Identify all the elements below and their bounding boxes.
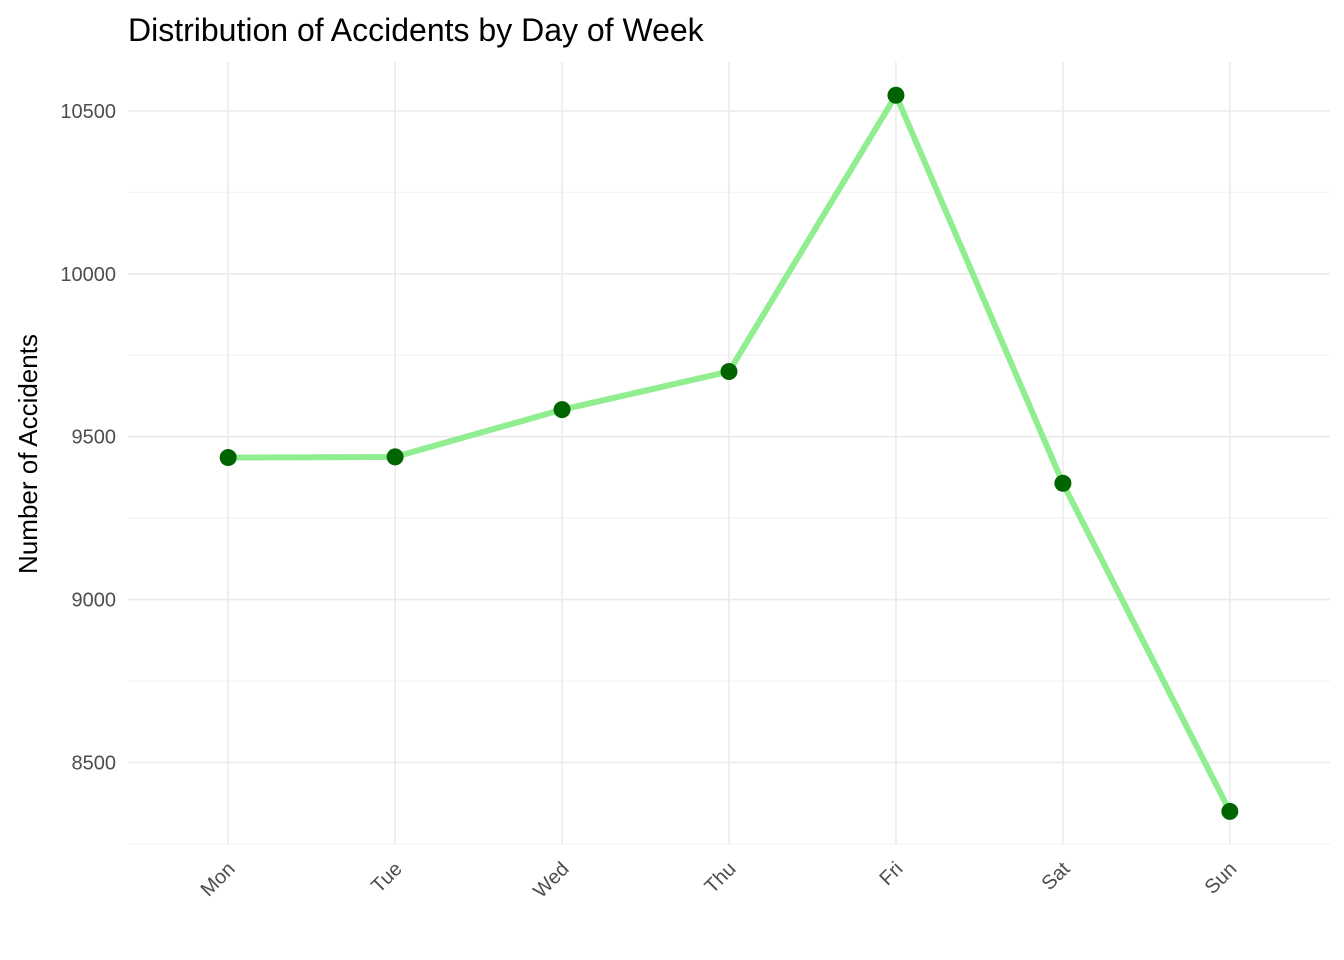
x-tick-label: Mon xyxy=(197,858,240,901)
x-tick-label: Wed xyxy=(529,858,573,902)
x-tick-label: Thu xyxy=(701,858,741,898)
chart-title: Distribution of Accidents by Day of Week xyxy=(128,12,705,48)
y-axis-label: Number of Accidents xyxy=(13,334,43,574)
data-point xyxy=(720,363,738,381)
y-tick-label: 9000 xyxy=(72,590,117,612)
y-tick-label: 8500 xyxy=(72,753,117,775)
x-tick-label: Sat xyxy=(1038,858,1075,895)
major-gridlines xyxy=(128,62,1330,844)
x-axis-ticks: Mon Tue Wed Thu Fri Sat Sun xyxy=(197,858,1242,903)
series-layer xyxy=(219,86,1239,820)
x-tick-label: Fri xyxy=(875,858,907,890)
data-point xyxy=(386,448,404,466)
x-tick-label: Tue xyxy=(367,858,406,897)
y-tick-label: 10000 xyxy=(60,264,116,286)
y-tick-label: 9500 xyxy=(72,427,117,449)
data-point xyxy=(887,86,905,104)
x-tick-label: Sun xyxy=(1201,858,1242,899)
data-point xyxy=(1054,474,1072,492)
y-axis-ticks: 8500 9000 9500 10000 10500 xyxy=(60,101,116,775)
data-point xyxy=(1221,802,1239,820)
y-tick-label: 10500 xyxy=(60,101,116,123)
data-point xyxy=(219,449,237,467)
data-point xyxy=(553,401,571,419)
